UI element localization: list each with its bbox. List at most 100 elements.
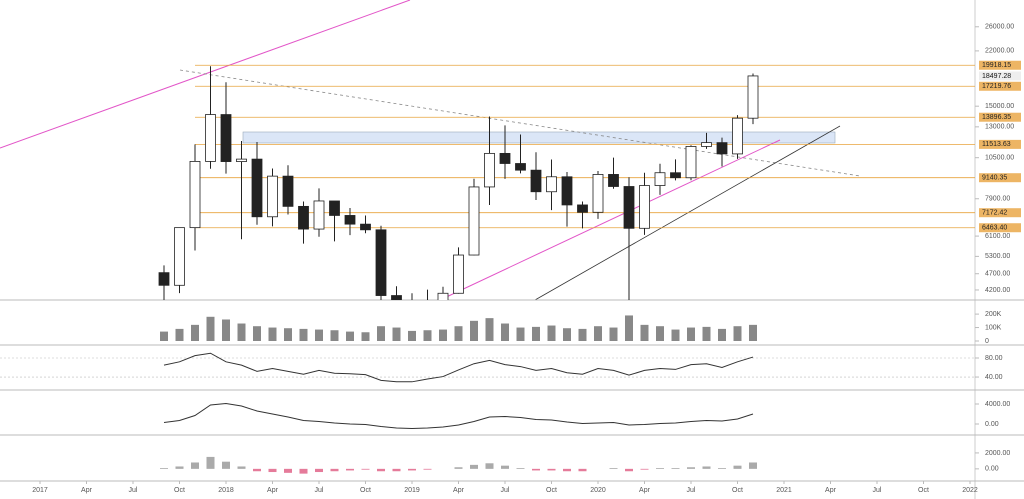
- bar: [501, 323, 509, 341]
- y-tick-label: 80.00: [985, 355, 1003, 362]
- x-tick-label: 2022: [962, 487, 978, 494]
- x-tick-label: Apr: [267, 487, 279, 494]
- bar: [516, 327, 525, 341]
- bar: [222, 319, 230, 341]
- bar: [237, 466, 246, 469]
- candle-body: [623, 186, 635, 229]
- bar: [749, 324, 757, 341]
- y-tick-label: 100K: [985, 324, 1002, 331]
- level-label-box: [979, 173, 1021, 183]
- bar: [656, 468, 664, 469]
- x-tick-label: Apr: [81, 487, 93, 494]
- y-tick-label: 13000.00: [985, 124, 1014, 131]
- x-tick-label: Oct: [174, 487, 185, 494]
- trendline: [439, 139, 781, 301]
- y-tick-label: 22000.00: [985, 48, 1014, 55]
- candle-body: [158, 272, 170, 286]
- bar: [578, 328, 587, 341]
- bar: [330, 468, 339, 472]
- bar: [718, 328, 726, 341]
- bar: [454, 467, 463, 469]
- level-label: 13896.35: [982, 114, 1011, 121]
- bar: [640, 468, 649, 470]
- line: [163, 352, 754, 383]
- x-tick-label: 2018: [218, 487, 234, 494]
- level-label-box: [979, 208, 1021, 218]
- x-tick-label: Oct: [546, 487, 557, 494]
- x-tick-label: Jul: [129, 487, 138, 494]
- y-tick-label: 0.00: [985, 466, 999, 473]
- bar: [423, 468, 432, 470]
- bar: [485, 463, 494, 469]
- bar: [625, 468, 633, 472]
- candle-body: [391, 295, 402, 300]
- bar: [191, 324, 199, 341]
- bar: [501, 465, 509, 469]
- candle-body: [701, 142, 712, 147]
- bar: [299, 328, 308, 341]
- x-tick-label: Apr: [639, 487, 651, 494]
- bar: [640, 324, 649, 341]
- candle-body: [423, 302, 433, 318]
- bar: [222, 461, 230, 469]
- bar: [315, 329, 323, 341]
- candle-body: [205, 114, 216, 162]
- zone: [242, 131, 836, 144]
- bar: [609, 327, 618, 341]
- level-label: 7172.42: [982, 210, 1007, 217]
- bar: [160, 331, 168, 341]
- candle-body: [174, 227, 185, 286]
- candle-body: [546, 176, 557, 193]
- bar: [160, 468, 168, 469]
- candle-body: [747, 75, 759, 119]
- bar: [702, 326, 711, 341]
- bar: [361, 332, 370, 341]
- candle-body: [484, 152, 495, 188]
- y-tick-label: 4000.00: [985, 401, 1010, 408]
- bar: [718, 468, 726, 469]
- candle-body: [375, 229, 387, 296]
- y-tick-label: 6100.00: [985, 233, 1010, 240]
- candle-body: [468, 186, 480, 256]
- x-tick-label: Jul: [501, 487, 510, 494]
- y-tick-label: 40.00: [985, 374, 1003, 381]
- candle-body: [499, 152, 511, 164]
- level-label-box: [979, 223, 1021, 233]
- bar: [609, 468, 618, 469]
- bar: [454, 326, 463, 341]
- bar: [470, 320, 478, 341]
- y-tick-label: 4700.00: [985, 271, 1010, 278]
- bar: [439, 329, 447, 341]
- trendline: [179, 69, 861, 177]
- candle-body: [530, 169, 542, 193]
- bar: [191, 462, 199, 469]
- y-tick-label: 5300.00: [985, 253, 1010, 260]
- candle-body: [654, 172, 666, 186]
- bar: [656, 326, 664, 341]
- candle-body: [685, 146, 697, 179]
- candle-body: [716, 142, 728, 155]
- candle-body: [329, 200, 340, 216]
- y-tick-label: 0: [985, 338, 989, 345]
- y-tick-label: 200K: [985, 311, 1002, 318]
- bar: [687, 327, 695, 341]
- bar: [284, 328, 292, 341]
- bar: [408, 468, 416, 471]
- line: [163, 402, 754, 430]
- bar: [377, 326, 385, 341]
- bar: [470, 464, 478, 469]
- bar: [702, 466, 711, 469]
- bar: [237, 323, 246, 341]
- candle-body: [313, 200, 325, 230]
- bar: [392, 468, 401, 472]
- bar: [485, 318, 494, 341]
- level-label-box: [979, 60, 1021, 70]
- bar: [563, 328, 571, 341]
- candle-body: [453, 254, 464, 294]
- x-tick-label: Jul: [687, 487, 696, 494]
- bar: [206, 316, 215, 341]
- bar: [175, 328, 184, 341]
